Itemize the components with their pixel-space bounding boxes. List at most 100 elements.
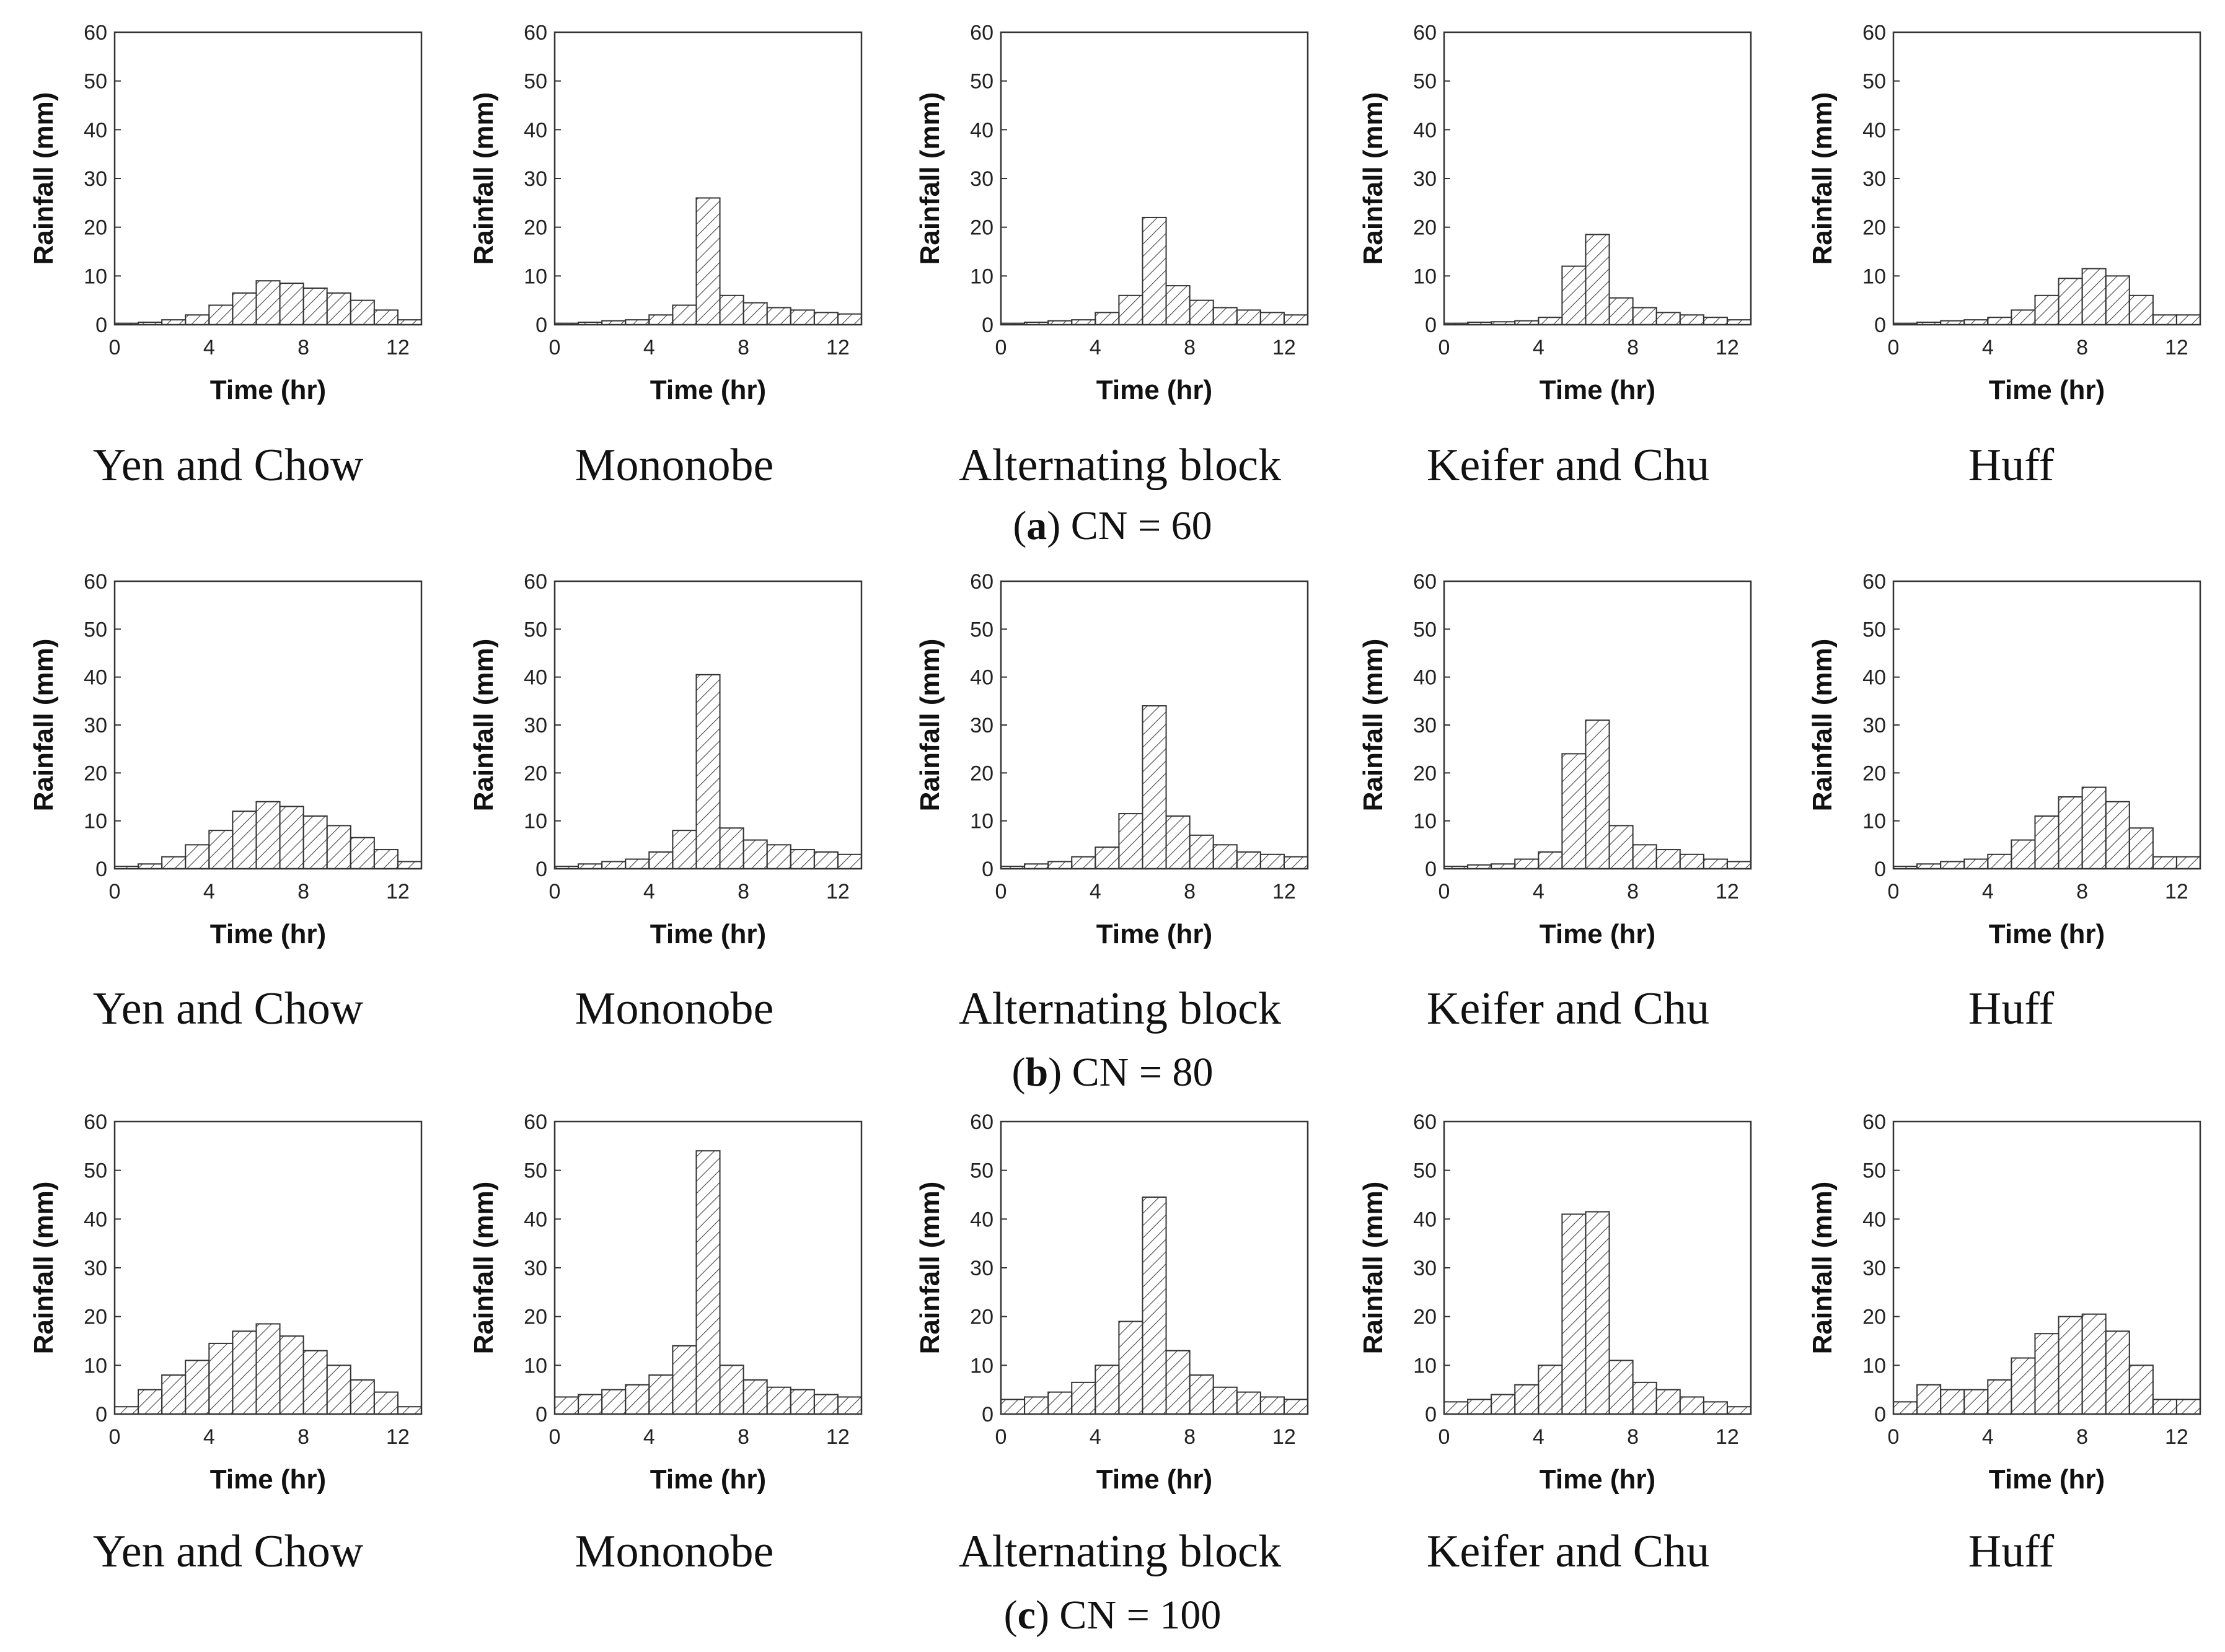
- y-tick-label: 60: [1862, 1110, 1886, 1134]
- bar: [719, 294, 744, 325]
- x-tick-label: 0: [1439, 336, 1450, 359]
- panel-title: Mononobe: [575, 983, 774, 1034]
- x-tick-label: 12: [2165, 1425, 2188, 1449]
- labels-layer: Yen and Chow Mononobe Alternating block Kei…: [93, 440, 2055, 1638]
- y-tick-label: 40: [1862, 666, 1886, 690]
- bar: [1703, 1401, 1728, 1415]
- x-axis-label: Time (hr): [210, 919, 326, 949]
- y-tick-label: 60: [1413, 21, 1437, 45]
- x-axis-label: Time (hr): [1096, 1464, 1212, 1495]
- y-axis-label: Rainfall (mm): [1358, 639, 1388, 812]
- y-tick-label: 30: [970, 1257, 994, 1280]
- bar: [185, 1360, 210, 1415]
- bar: [397, 861, 423, 870]
- bar: [1655, 1389, 1681, 1415]
- x-tick-label: 0: [1439, 880, 1450, 903]
- y-tick-label: 10: [524, 810, 547, 833]
- y-tick-label: 30: [84, 714, 107, 737]
- bar: [2175, 314, 2201, 325]
- caption-letter: c: [1018, 1593, 1036, 1638]
- y-tick-label: 30: [1862, 714, 1886, 737]
- y-tick-label: 20: [970, 216, 994, 240]
- y-tick-label: 30: [524, 714, 547, 737]
- x-axis-label: Time (hr): [210, 375, 326, 405]
- bar: [837, 1396, 863, 1415]
- bar: [1963, 1389, 1989, 1415]
- bar: [1118, 813, 1143, 869]
- bar: [1259, 853, 1285, 870]
- x-tick-label: 4: [203, 880, 215, 903]
- bar: [1655, 849, 1681, 869]
- x-tick-label: 8: [297, 336, 309, 359]
- bar: [255, 1323, 281, 1415]
- bar: [2152, 1399, 2177, 1415]
- bar: [742, 1379, 768, 1415]
- bar: [1561, 1213, 1587, 1415]
- panel-title: Alternating block: [959, 440, 1281, 491]
- y-tick-label: 60: [970, 570, 994, 594]
- bar: [1561, 265, 1587, 326]
- y-tick-label: 50: [524, 70, 547, 94]
- x-axis-label: Time (hr): [1540, 375, 1655, 405]
- bar: [813, 1394, 839, 1415]
- bar: [742, 302, 768, 326]
- bar: [1726, 861, 1752, 870]
- bar: [1987, 1379, 2012, 1415]
- y-axis-label: Rainfall (mm): [29, 1182, 59, 1355]
- bar: [350, 837, 375, 869]
- y-axis-label: Rainfall (mm): [29, 639, 59, 812]
- bar: [1514, 858, 1540, 869]
- y-tick-label: 40: [1862, 1208, 1886, 1231]
- bar: [1703, 317, 1728, 326]
- x-axis-label: Time (hr): [650, 1464, 766, 1495]
- x-axis-label: Time (hr): [1989, 1464, 2105, 1495]
- y-tick-label: 30: [1862, 167, 1886, 191]
- bar: [1679, 314, 1704, 325]
- bar: [1655, 312, 1681, 326]
- bar: [2081, 268, 2107, 325]
- y-tick-label: 0: [1425, 1403, 1437, 1426]
- bar: [279, 1335, 304, 1415]
- bar: [1283, 856, 1309, 869]
- chart-panel-1-4: 0 10 20 30 40 50 60 0 4 8 12 Time (hr) Rainfall (mm): [1358, 21, 1752, 405]
- chart-panel-1-5: 0 10 20 30 40 50 60 0 4 8 12 Time (hr) Rainfall (mm): [1807, 21, 2201, 405]
- bar: [766, 844, 791, 870]
- y-tick-label: 0: [535, 858, 547, 881]
- y-tick-label: 20: [970, 762, 994, 785]
- x-tick-label: 8: [738, 336, 749, 359]
- bar: [1212, 844, 1238, 870]
- y-tick-label: 30: [1413, 167, 1437, 191]
- x-axis-label: Time (hr): [1989, 375, 2105, 405]
- plot-frame: [1892, 31, 2201, 326]
- caption-text: ) CN = 60: [1047, 503, 1212, 548]
- x-axis-label: Time (hr): [1989, 919, 2105, 949]
- x-tick-label: 0: [549, 880, 561, 903]
- bar: [648, 314, 674, 325]
- bar: [397, 1406, 423, 1415]
- x-tick-label: 12: [826, 336, 850, 359]
- x-tick-label: 12: [386, 336, 410, 359]
- bar: [2128, 827, 2154, 870]
- bar: [1165, 285, 1191, 326]
- chart-panel-1-1: 0 10 20 30 40 50 60 0 4 8 12 Time (hr) Rainfall (mm): [29, 21, 423, 405]
- x-tick-label: 0: [549, 1425, 561, 1449]
- bar: [837, 313, 863, 325]
- x-tick-label: 4: [1533, 1425, 1544, 1449]
- x-tick-label: 12: [1716, 880, 1739, 903]
- y-tick-label: 50: [970, 618, 994, 641]
- chart-panel-2-1: 0 10 20 30 40 50 60 0 4 8 12 Time (hr) Rainfall (mm): [29, 570, 423, 949]
- bar: [2011, 839, 2036, 869]
- y-tick-label: 30: [970, 714, 994, 737]
- y-tick-label: 40: [84, 1208, 107, 1231]
- bar: [1585, 719, 1610, 870]
- x-tick-label: 0: [995, 880, 1007, 903]
- bar: [2058, 278, 2083, 325]
- y-tick-label: 60: [970, 1110, 994, 1134]
- x-tick-label: 12: [826, 1425, 850, 1449]
- y-tick-label: 20: [1413, 762, 1437, 785]
- bar: [2105, 801, 2130, 869]
- bar: [1963, 858, 1989, 869]
- bar: [232, 1330, 257, 1415]
- y-tick-label: 30: [84, 167, 107, 191]
